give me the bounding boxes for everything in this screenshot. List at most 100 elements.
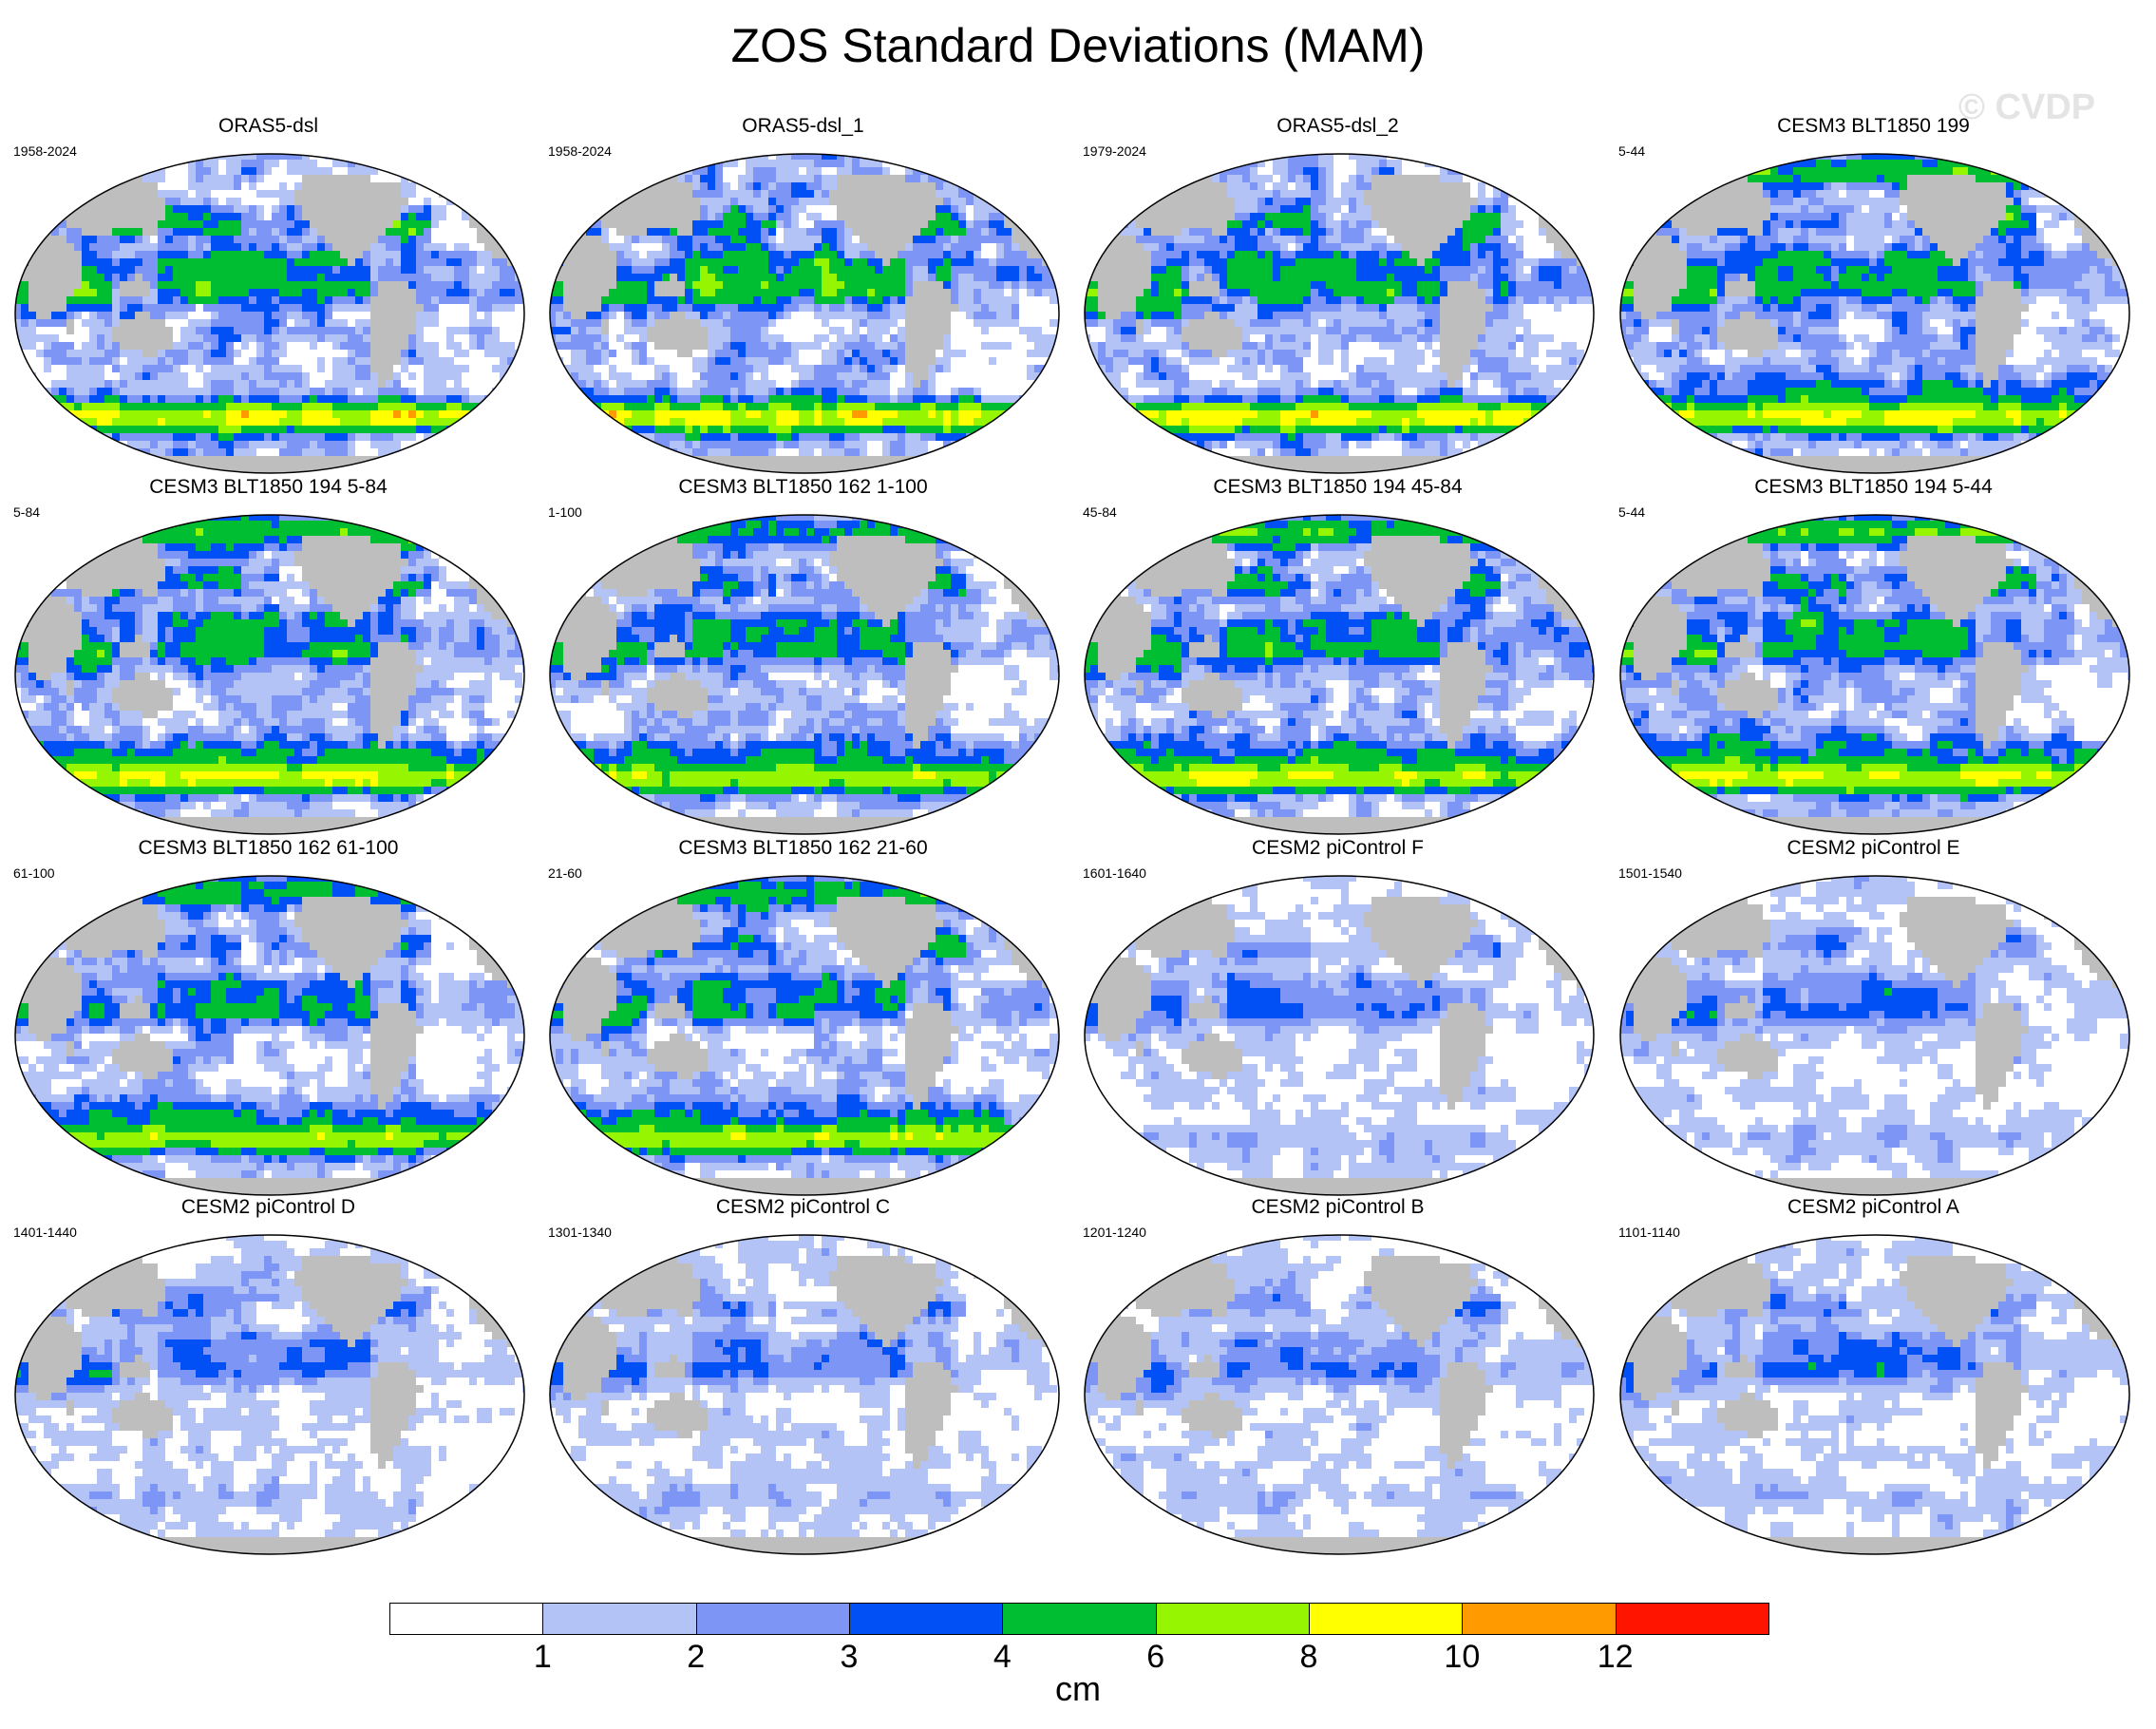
global-map [1084, 153, 1595, 474]
panel-title: CESM2 piControl C [535, 1195, 1071, 1220]
map-panel: CESM2 piControl C 1301-1340 [535, 1195, 1071, 1556]
sea-level-std-field [1620, 876, 2129, 1195]
colorbar-tick-label: 8 [1271, 1638, 1347, 1676]
panel-years-label: 21-60 [548, 864, 582, 882]
map-outline [14, 1234, 525, 1555]
colorbar-tick-label: 4 [964, 1638, 1040, 1676]
map-outline [549, 514, 1060, 835]
map-panel: CESM3 BLT1850 162 61-100 61-100 [0, 836, 537, 1197]
global-map [14, 1234, 525, 1555]
panel-title: ORAS5-dsl_2 [1069, 114, 1606, 139]
colorbar-tick-label: 10 [1424, 1638, 1500, 1676]
panel-title: CESM2 piControl D [0, 1195, 537, 1220]
map-outline [549, 1234, 1060, 1555]
sea-level-std-field [15, 515, 524, 834]
colorbar-tick-label: 3 [811, 1638, 887, 1676]
sea-level-std-field [1085, 876, 1594, 1195]
panel-years-label: 5-44 [1618, 504, 1645, 521]
map-panel: CESM2 piControl B 1201-1240 [1069, 1195, 1606, 1556]
colorbar-swatch [1615, 1603, 1769, 1635]
colorbar-tick-label: 12 [1578, 1638, 1654, 1676]
map-outline [1084, 514, 1595, 835]
colorbar-units-label: cm [0, 1668, 2156, 1710]
global-map [1619, 153, 2130, 474]
global-map [1619, 875, 2130, 1196]
map-outline [1084, 153, 1595, 474]
colorbar [389, 1603, 1769, 1635]
panel-years-label: 5-44 [1618, 142, 1645, 160]
panel-years-label: 1101-1140 [1618, 1224, 1680, 1241]
panel-years-label: 1201-1240 [1083, 1224, 1146, 1241]
global-map [14, 875, 525, 1196]
global-map [1084, 1234, 1595, 1555]
global-map [1084, 875, 1595, 1196]
map-panel: CESM3 BLT1850 162 21-60 21-60 [535, 836, 1071, 1197]
map-panel: CESM3 BLT1850 162 1-100 1-100 [535, 475, 1071, 836]
global-map [549, 514, 1060, 835]
panel-title: CESM3 BLT1850 194 5-44 [1605, 475, 2142, 500]
map-outline [549, 153, 1060, 474]
sea-level-std-field [15, 1235, 524, 1554]
sea-level-std-field [1620, 1235, 2129, 1554]
colorbar-swatch [849, 1603, 1004, 1635]
panel-years-label: 1401-1440 [13, 1224, 77, 1241]
colorbar-swatch [1309, 1603, 1464, 1635]
panel-title: CESM3 BLT1850 162 61-100 [0, 836, 537, 861]
map-panel: ORAS5-dsl_2 1979-2024 [1069, 114, 1606, 475]
global-map [1084, 514, 1595, 835]
panel-years-label: 1601-1640 [1083, 864, 1146, 882]
global-map [14, 153, 525, 474]
global-map [549, 1234, 1060, 1555]
panel-years-label: 1958-2024 [13, 142, 77, 160]
global-map [549, 153, 1060, 474]
map-panel: CESM2 piControl E 1501-1540 [1605, 836, 2142, 1197]
map-outline [1084, 1234, 1595, 1555]
panel-years-label: 5-84 [13, 504, 40, 521]
panel-years-label: 1-100 [548, 504, 582, 521]
panel-years-label: 1301-1340 [548, 1224, 612, 1241]
map-panel: CESM3 BLT1850 194 5-44 5-44 [1605, 475, 2142, 836]
panel-years-label: 45-84 [1083, 504, 1117, 521]
map-outline [1084, 875, 1595, 1196]
panel-title: ORAS5-dsl [0, 114, 537, 139]
panel-title: CESM3 BLT1850 199 [1605, 114, 2142, 139]
panel-years-label: 61-100 [13, 864, 55, 882]
map-outline [14, 514, 525, 835]
panel-title: CESM2 piControl B [1069, 1195, 1606, 1220]
figure-title: ZOS Standard Deviations (MAM) [0, 17, 2156, 74]
map-panel: CESM3 BLT1850 194 5-84 5-84 [0, 475, 537, 836]
colorbar-swatch [389, 1603, 544, 1635]
global-map [1619, 514, 2130, 835]
colorbar-swatch [695, 1603, 850, 1635]
colorbar-tick-label: 2 [658, 1638, 734, 1676]
map-outline [1619, 1234, 2130, 1555]
map-panel: CESM2 piControl F 1601-1640 [1069, 836, 1606, 1197]
map-outline [14, 875, 525, 1196]
global-map [1619, 1234, 2130, 1555]
map-outline [1619, 514, 2130, 835]
panel-title: CESM2 piControl E [1605, 836, 2142, 861]
panel-years-label: 1501-1540 [1618, 864, 1682, 882]
panel-years-label: 1958-2024 [548, 142, 612, 160]
map-panel: CESM3 BLT1850 199 5-44 [1605, 114, 2142, 475]
map-outline [549, 875, 1060, 1196]
map-panel: ORAS5-dsl 1958-2024 [0, 114, 537, 475]
sea-level-std-field [1620, 154, 2129, 473]
panel-title: CESM2 piControl F [1069, 836, 1606, 861]
colorbar-tick-label: 1 [504, 1638, 580, 1676]
map-panel: CESM2 piControl D 1401-1440 [0, 1195, 537, 1556]
sea-level-std-field [550, 154, 1059, 473]
sea-level-std-field [550, 876, 1059, 1195]
panel-title: CESM2 piControl A [1605, 1195, 2142, 1220]
map-panel: ORAS5-dsl_1 1958-2024 [535, 114, 1071, 475]
panel-title: CESM3 BLT1850 194 5-84 [0, 475, 537, 500]
map-outline [1619, 875, 2130, 1196]
colorbar-swatch [1155, 1603, 1310, 1635]
colorbar-tick-label: 6 [1118, 1638, 1194, 1676]
map-panel: CESM2 piControl A 1101-1140 [1605, 1195, 2142, 1556]
global-map [14, 514, 525, 835]
map-outline [14, 153, 525, 474]
panel-title: ORAS5-dsl_1 [535, 114, 1071, 139]
panel-years-label: 1979-2024 [1083, 142, 1146, 160]
global-map [549, 875, 1060, 1196]
